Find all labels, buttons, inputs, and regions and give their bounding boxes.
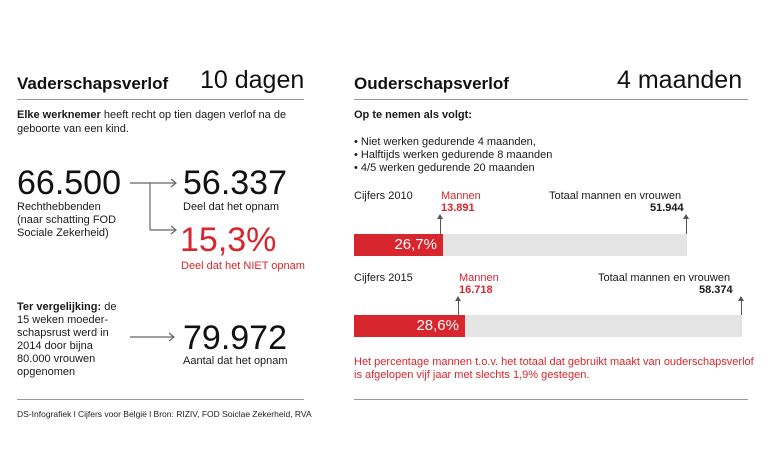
men-2015-label: Mannen [459,272,499,284]
left-headline: 10 dagen [200,66,305,94]
left-intro-line1: Elke werknemer heeft recht op tien dagen… [17,109,286,122]
men-2010-marker [440,216,441,234]
compare-line5: 80.000 vrouwen [17,353,96,365]
total-2015-marker-arrow-icon [738,296,744,301]
not-taken-value: 15,3% [180,221,277,259]
total-2010-value: 51.944 [650,202,684,214]
men-2015-marker [458,298,459,316]
compare-bold: Ter vergelijking: [17,301,102,313]
left-intro-bold: Elke werknemer [17,109,101,121]
year-2015-label: Cijfers 2015 [354,272,413,284]
total-2010-marker [686,216,687,234]
total-2010-label: Totaal mannen en vrouwen [549,190,682,202]
rights-label-3: Sociale Zekerheid) [17,227,109,239]
year-2010-label: Cijfers 2010 [354,190,413,202]
rights-label-1: Rechthebbenden [17,201,101,213]
left-intro-text: heeft recht op tien dagen verlof na de [100,109,287,121]
compare-arrow-icon [130,332,175,342]
bar-2015-men: 28,6% [354,315,465,337]
rights-value: 66.500 [17,164,121,202]
men-2015-value: 16.718 [459,284,493,296]
note-line1: Het percentage mannen t.o.v. het totaal … [354,356,754,368]
men-2010-label: Mannen [441,190,481,202]
maternity-value: 79.972 [183,319,287,357]
bullet-item: • Halftijds werken gedurende 8 maanden [354,149,553,161]
men-2015-marker-arrow-icon [455,296,461,301]
left-title-divider [17,99,304,100]
maternity-label: Aantal dat het opnam [183,355,288,367]
left-intro-line2: geboorte van een kind. [17,123,129,135]
connector-arrows-icon [130,178,177,235]
left-bottom-divider [17,399,304,400]
bar-2015-percent: 28,6% [416,317,459,334]
bar-2010-percent: 26,7% [394,236,437,253]
compare-line2: 15 weken moeder- [17,314,109,326]
right-title-divider [354,99,748,100]
bullet-item: • Niet werken gedurende 4 maanden, [354,136,536,148]
total-2015-marker [741,298,742,316]
right-subtitle: Op te nemen als volgt: [354,109,472,121]
taken-label: Deel dat het opnam [183,201,280,213]
right-headline: 4 maanden [617,66,743,94]
bar-2010-men: 26,7% [354,234,443,256]
not-taken-label: Deel dat het NIET opnam [181,260,305,272]
men-2010-value: 13.891 [441,202,475,214]
men-2010-marker-arrow-icon [437,214,443,219]
right-title: Ouderschapsverlof [354,74,509,93]
total-2015-label: Totaal mannen en vrouwen [598,272,731,284]
compare-line6: opgenomen [17,366,76,378]
compare-line4: 2014 door bijna [17,340,93,352]
source-credit: DS-Infografiek l Cijfers voor België l B… [17,409,312,419]
total-2010-marker-arrow-icon [683,214,689,219]
rights-label-2: (naar schatting FOD [17,214,117,226]
left-title: Vaderschapsverlof [17,74,169,93]
total-2015-value: 58.374 [699,284,733,296]
compare-line1: Ter vergelijking: de [17,301,116,314]
compare-line3: schapsrust werd in [17,327,109,339]
compare-text: de [101,301,117,313]
bullet-item: • 4/5 werken gedurende 20 maanden [354,162,535,174]
taken-value: 56.337 [183,164,287,202]
note-line2: is afgelopen vijf jaar met slechts 1,9% … [354,369,590,381]
right-bottom-divider [354,399,748,400]
